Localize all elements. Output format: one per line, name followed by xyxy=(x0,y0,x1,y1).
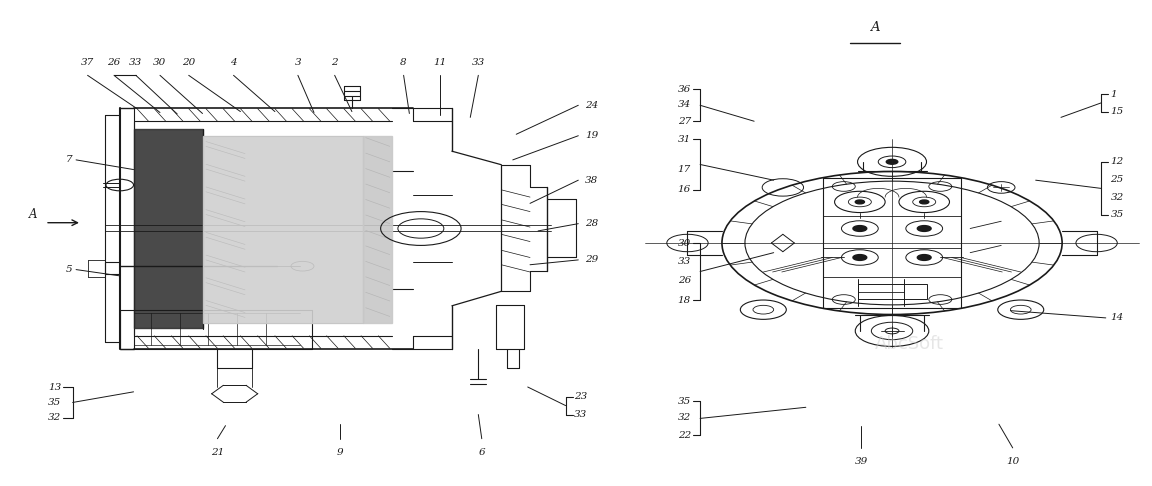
Text: 10: 10 xyxy=(1006,456,1020,466)
Text: 7: 7 xyxy=(66,156,73,164)
Text: 27: 27 xyxy=(677,117,691,126)
Text: 11: 11 xyxy=(434,58,447,67)
Text: 6: 6 xyxy=(478,449,485,457)
Text: 33: 33 xyxy=(677,257,691,266)
Text: 21: 21 xyxy=(211,449,225,457)
Text: 9: 9 xyxy=(338,449,343,457)
Circle shape xyxy=(917,226,931,231)
Text: 2: 2 xyxy=(332,58,338,67)
Text: 4: 4 xyxy=(230,58,237,67)
Text: 25: 25 xyxy=(1111,174,1123,184)
Text: 5: 5 xyxy=(66,265,73,274)
Circle shape xyxy=(919,200,929,204)
Text: 24: 24 xyxy=(585,101,598,110)
Text: A: A xyxy=(870,21,880,35)
Text: 35: 35 xyxy=(48,398,61,407)
Text: 31: 31 xyxy=(677,135,691,143)
Text: 16: 16 xyxy=(677,185,691,194)
Text: A: A xyxy=(29,208,38,221)
Text: 14: 14 xyxy=(1111,313,1123,322)
Text: 33: 33 xyxy=(471,58,485,67)
Text: 37: 37 xyxy=(81,58,94,67)
Text: AbcSoft: AbcSoft xyxy=(874,335,943,353)
Text: 32: 32 xyxy=(1111,192,1123,202)
Text: 28: 28 xyxy=(585,219,598,228)
Text: 39: 39 xyxy=(855,456,867,466)
Text: 33: 33 xyxy=(574,410,588,419)
Text: 13: 13 xyxy=(48,382,61,392)
Text: 17: 17 xyxy=(677,165,691,174)
Text: 18: 18 xyxy=(677,295,691,305)
Circle shape xyxy=(852,255,866,260)
Text: 8: 8 xyxy=(400,58,407,67)
Text: 19: 19 xyxy=(585,131,598,140)
Text: 22: 22 xyxy=(677,431,691,440)
Circle shape xyxy=(917,255,931,260)
Text: 34: 34 xyxy=(677,100,691,109)
Text: 32: 32 xyxy=(48,414,61,422)
Circle shape xyxy=(855,200,864,204)
Polygon shape xyxy=(363,136,392,323)
Text: 30: 30 xyxy=(677,239,691,247)
Text: 33: 33 xyxy=(129,58,143,67)
Text: 15: 15 xyxy=(1111,107,1123,116)
Circle shape xyxy=(886,159,897,164)
Circle shape xyxy=(852,226,866,231)
Text: 3: 3 xyxy=(295,58,301,67)
Text: 26: 26 xyxy=(677,276,691,285)
Text: 12: 12 xyxy=(1111,157,1123,166)
Text: 1: 1 xyxy=(1111,90,1117,99)
Text: 32: 32 xyxy=(677,414,691,422)
Text: 35: 35 xyxy=(677,397,691,406)
Text: 29: 29 xyxy=(585,256,598,264)
Text: 30: 30 xyxy=(153,58,167,67)
Polygon shape xyxy=(203,136,363,323)
Text: 38: 38 xyxy=(585,175,598,185)
Text: 20: 20 xyxy=(182,58,196,67)
Text: 23: 23 xyxy=(574,392,588,401)
Text: 26: 26 xyxy=(107,58,121,67)
Text: 36: 36 xyxy=(677,85,691,94)
Polygon shape xyxy=(134,129,203,328)
Text: 35: 35 xyxy=(1111,210,1123,220)
